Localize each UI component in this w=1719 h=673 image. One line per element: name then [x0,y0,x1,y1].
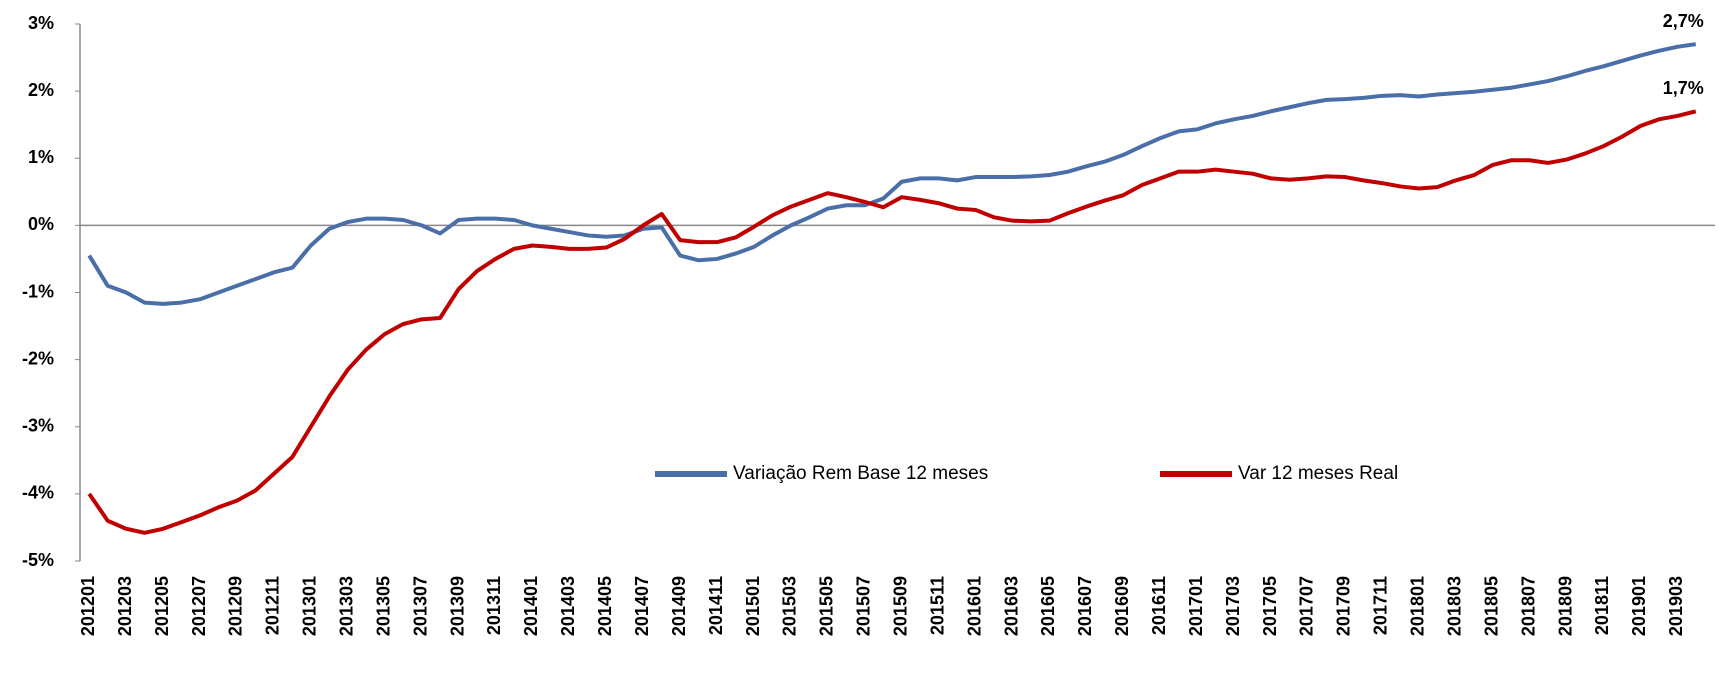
x-tick-label: 201507 [854,576,874,636]
y-tick-label: -1% [22,281,54,301]
x-tick-label: 201405 [595,576,615,636]
y-tick-label: 1% [28,147,54,167]
x-tick-label: 201307 [410,576,430,636]
x-tick-label: 201207 [189,576,209,636]
x-tick-label: 201501 [743,576,763,636]
y-tick-label: -2% [22,348,54,368]
y-tick-label: 0% [28,214,54,234]
series-line [87,42,1697,306]
data-label: 1,7% [1663,78,1704,98]
x-tick-label: 201803 [1444,576,1464,636]
x-tick-label: 201711 [1371,576,1391,635]
x-tick-label: 201203 [115,576,135,636]
y-tick-label: -5% [22,550,54,570]
x-tick-label: 201201 [78,576,98,636]
x-tick-label: 201403 [558,576,578,636]
x-tick-label: 201309 [447,576,467,636]
y-tick-label: 2% [28,80,54,100]
series-line [87,109,1697,535]
y-tick-label: 3% [28,13,54,33]
x-tick-label: 201703 [1223,576,1243,636]
data-label: 2,7% [1663,11,1704,31]
x-tick-label: 201809 [1555,576,1575,636]
x-tick-label: 201605 [1038,576,1058,636]
x-tick-label: 201901 [1629,576,1649,636]
x-tick-label: 201811 [1592,576,1612,635]
x-tick-label: 201411 [706,576,726,635]
legend-label: Variação Rem Base 12 meses [733,463,988,484]
x-tick-label: 201603 [1001,576,1021,636]
x-tick-label: 201409 [669,576,689,636]
y-tick-label: -3% [22,416,54,436]
x-tick-label: 201801 [1408,576,1428,636]
x-tick-label: 201301 [300,576,320,636]
x-tick-label: 201503 [780,576,800,636]
x-tick-label: 201903 [1666,576,1686,636]
x-tick-label: 201611 [1149,576,1169,635]
x-tick-label: 201707 [1297,576,1317,636]
x-tick-label: 201305 [373,576,393,636]
x-tick-label: 201807 [1518,576,1538,636]
x-tick-label: 201311 [484,576,504,635]
x-tick-label: 201705 [1260,576,1280,636]
x-tick-label: 201401 [521,576,541,636]
x-tick-label: 201211 [263,576,283,635]
x-tick-label: 201701 [1186,576,1206,636]
x-tick-label: 201509 [890,576,910,636]
x-tick-label: 201607 [1075,576,1095,636]
x-tick-label: 201505 [817,576,837,636]
x-tick-label: 201407 [632,576,652,636]
legend-label: Var 12 meses Real [1238,463,1398,484]
x-tick-label: 201805 [1481,576,1501,636]
x-tick-label: 201601 [964,576,984,636]
x-tick-label: 201609 [1112,576,1132,636]
y-tick-label: -4% [22,483,54,503]
x-tick-label: 201511 [927,576,947,635]
x-tick-label: 201303 [337,576,357,636]
x-tick-label: 201709 [1334,576,1354,636]
x-tick-label: 201205 [152,576,172,636]
x-tick-label: 201209 [226,576,246,636]
